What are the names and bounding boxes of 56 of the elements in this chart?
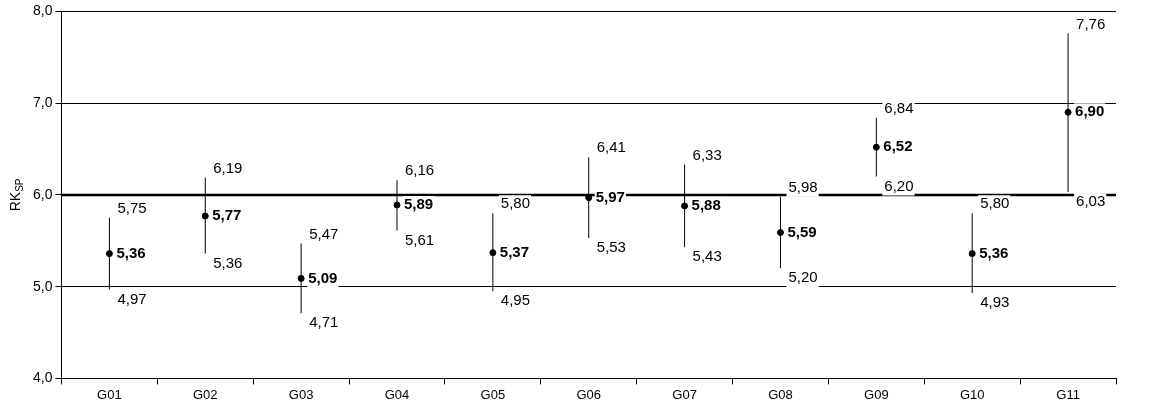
annotation: 6,84 [884, 98, 914, 116]
annotation: 5,80 [500, 194, 531, 212]
y-tick-label: 4,0 [32, 369, 53, 386]
x-tick-label: G11 [1056, 386, 1080, 402]
data-label: 5,77 [212, 206, 242, 224]
annotation: 5,36 [213, 253, 243, 271]
annotation: 4,97 [117, 289, 147, 307]
annotation: 4,95 [500, 291, 531, 309]
x-tick-label: G02 [192, 386, 218, 402]
data-label: 5,37 [499, 242, 530, 260]
annotation: 6,03 [1076, 192, 1106, 210]
y-tick-label: 6,0 [32, 185, 53, 202]
x-tick-label: G05 [480, 386, 506, 402]
annotation: 5,43 [692, 247, 722, 265]
y-tick-label: 5,0 [32, 277, 53, 294]
annotation: 5,53 [596, 238, 626, 256]
data-label: 5,59 [787, 222, 817, 240]
annotation: 4,71 [309, 313, 339, 331]
x-tick-label: G08 [768, 386, 793, 402]
annotation: 6,16 [405, 161, 435, 179]
annotation: 5,47 [309, 224, 339, 242]
data-label: 5,88 [691, 196, 721, 214]
point [201, 212, 209, 220]
x-tick-label: G04 [384, 386, 410, 402]
data-label: 5,89 [404, 195, 434, 213]
annotation: 5,61 [405, 230, 435, 248]
annotation: 6,33 [692, 145, 722, 163]
data-label: 5,97 [595, 187, 625, 205]
annotation: 5,80 [980, 194, 1010, 212]
x-tick-label: G01 [97, 386, 122, 402]
point [968, 250, 976, 258]
annotation: 7,76 [1076, 14, 1106, 32]
point [872, 143, 880, 151]
annotation: 6,19 [213, 158, 243, 176]
data-label: 5,09 [308, 268, 338, 286]
data-label: 6,52 [883, 137, 913, 155]
annotation: 6,20 [884, 176, 914, 194]
x-tick-label: G06 [576, 386, 602, 402]
x-tick-label: G09 [864, 386, 889, 402]
annotation: 5,20 [788, 268, 818, 286]
annotation: 6,41 [596, 138, 626, 156]
point [681, 202, 689, 210]
annotation: 4,93 [980, 293, 1010, 311]
y-axis-title: RKSP [6, 178, 25, 212]
annotation: 5,75 [117, 198, 147, 216]
x-tick-label: G03 [288, 386, 314, 402]
data-label: 5,36 [116, 243, 146, 261]
point [776, 229, 784, 237]
annotation: 5,98 [788, 177, 818, 195]
y-tick-label: 8,0 [32, 2, 53, 19]
x-tick-label: G10 [959, 386, 985, 402]
data-label: 5,36 [979, 243, 1009, 261]
x-tick-label: G07 [672, 386, 697, 402]
data-label: 6,90 [1075, 102, 1105, 120]
point [105, 250, 113, 258]
y-tick-label: 7,0 [32, 94, 53, 111]
